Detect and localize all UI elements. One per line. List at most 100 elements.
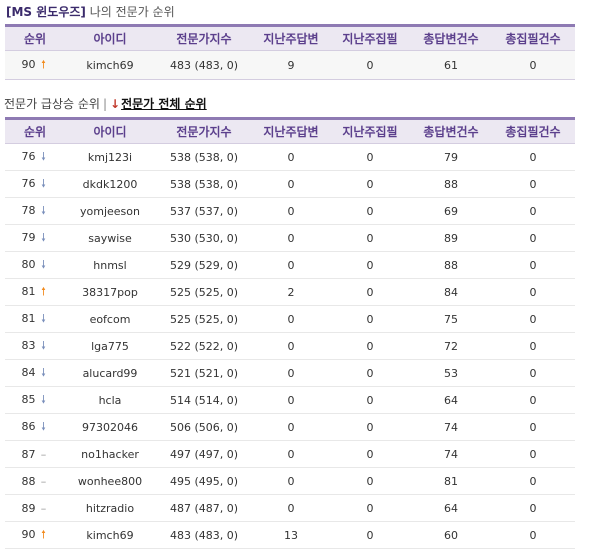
- column-header-id: 아이디: [65, 117, 155, 144]
- my-rank-table: 순위 아이디 전문가지수 지난주답변 지난주집필 총답변건수 총집필건수 90 🠕…: [5, 24, 575, 80]
- table-row: 78 🠗 yomjeeson 537 (537, 0) 0 0 69 0: [5, 197, 575, 225]
- index-cell: 483 (483, 0): [155, 521, 253, 549]
- user-id-link[interactable]: kimch69: [65, 50, 155, 80]
- total-answers-cell: 64: [411, 494, 491, 522]
- last-writings-cell: 0: [329, 50, 411, 80]
- last-answers-cell: 13: [253, 521, 329, 549]
- last-writings-cell: 0: [329, 170, 411, 198]
- last-answers-cell: 0: [253, 386, 329, 414]
- full-rank-table: 순위 아이디 전문가지수 지난주답변 지난주집필 총답변건수 총집필건수 76 🠗…: [5, 117, 575, 549]
- total-writings-cell: 0: [491, 494, 575, 522]
- rank-value: 84: [21, 365, 36, 379]
- last-answers-cell: 0: [253, 143, 329, 171]
- index-cell: 487 (487, 0): [155, 494, 253, 522]
- column-header-last-answers: 지난주답변: [253, 117, 329, 144]
- user-id-link[interactable]: saywise: [65, 224, 155, 252]
- rank-cell: 81 🠕: [5, 278, 65, 306]
- last-writings-cell: 0: [329, 305, 411, 333]
- user-id-link[interactable]: hitzradio: [65, 494, 155, 522]
- last-writings-cell: 0: [329, 494, 411, 522]
- user-id-link[interactable]: dkdk1200: [65, 170, 155, 198]
- last-answers-cell: 0: [253, 305, 329, 333]
- total-answers-cell: 75: [411, 305, 491, 333]
- total-writings-cell: 0: [491, 143, 575, 171]
- dash-icon: –: [40, 501, 47, 515]
- last-answers-cell: 0: [253, 251, 329, 279]
- user-id-link[interactable]: 38317pop: [65, 278, 155, 306]
- total-answers-cell: 79: [411, 143, 491, 171]
- table-row: 87– no1hacker 497 (497, 0) 0 0 74 0: [5, 440, 575, 468]
- rank-value: 90: [21, 527, 36, 541]
- user-id-link[interactable]: hnmsl: [65, 251, 155, 279]
- user-id-link[interactable]: no1hacker: [65, 440, 155, 468]
- rank-cell: 89–: [5, 494, 65, 522]
- total-writings-cell: 0: [491, 170, 575, 198]
- dash-icon: –: [40, 447, 47, 461]
- index-cell: 538 (538, 0): [155, 170, 253, 198]
- last-answers-cell: 0: [253, 224, 329, 252]
- index-cell: 521 (521, 0): [155, 359, 253, 387]
- total-answers-cell: 88: [411, 251, 491, 279]
- table-row: 81 🠕 38317pop 525 (525, 0) 2 0 84 0: [5, 278, 575, 306]
- index-cell: 525 (525, 0): [155, 305, 253, 333]
- last-writings-cell: 0: [329, 413, 411, 441]
- user-id-link[interactable]: 97302046: [65, 413, 155, 441]
- index-cell: 525 (525, 0): [155, 278, 253, 306]
- user-id-link[interactable]: wonhee800: [65, 467, 155, 495]
- table-row: 76 🠗 kmj123i 538 (538, 0) 0 0 79 0: [5, 143, 575, 171]
- column-header-index: 전문가지수: [155, 117, 253, 144]
- column-header-total-answers: 총답변건수: [411, 117, 491, 144]
- tab-separator: |: [102, 97, 107, 111]
- user-id-link[interactable]: lga775: [65, 332, 155, 360]
- last-writings-cell: 0: [329, 197, 411, 225]
- column-header-total-writings: 총집필건수: [491, 117, 575, 144]
- total-answers-cell: 61: [411, 50, 491, 80]
- total-writings-cell: 0: [491, 224, 575, 252]
- index-cell: 497 (497, 0): [155, 440, 253, 468]
- user-id-link[interactable]: yomjeeson: [65, 197, 155, 225]
- tab-full-ranking[interactable]: 전문가 전체 순위: [121, 97, 207, 111]
- table-row: 79 🠗 saywise 530 (530, 0) 0 0 89 0: [5, 224, 575, 252]
- rank-value: 88: [21, 474, 36, 488]
- total-answers-cell: 72: [411, 332, 491, 360]
- table-row: 86 🠗 97302046 506 (506, 0) 0 0 74 0: [5, 413, 575, 441]
- arrow-down-icon: 🠗: [41, 338, 46, 352]
- total-writings-cell: 0: [491, 278, 575, 306]
- user-id-link[interactable]: kmj123i: [65, 143, 155, 171]
- table-row: 89– hitzradio 487 (487, 0) 0 0 64 0: [5, 494, 575, 522]
- total-writings-cell: 0: [491, 440, 575, 468]
- user-id-link[interactable]: eofcom: [65, 305, 155, 333]
- total-answers-cell: 53: [411, 359, 491, 387]
- total-answers-cell: 88: [411, 170, 491, 198]
- table-row: 81 🠗 eofcom 525 (525, 0) 0 0 75 0: [5, 305, 575, 333]
- total-answers-cell: 74: [411, 413, 491, 441]
- last-answers-cell: 9: [253, 50, 329, 80]
- rank-value: 86: [21, 419, 36, 433]
- index-cell: 506 (506, 0): [155, 413, 253, 441]
- arrow-up-icon: 🠕: [41, 284, 46, 298]
- arrow-down-icon: 🠗: [41, 176, 46, 190]
- index-cell: 529 (529, 0): [155, 251, 253, 279]
- total-writings-cell: 0: [491, 386, 575, 414]
- user-id-link[interactable]: alucard99: [65, 359, 155, 387]
- total-writings-cell: 0: [491, 413, 575, 441]
- table-row: 88– wonhee800 495 (495, 0) 0 0 81 0: [5, 467, 575, 495]
- rank-value: 81: [21, 284, 36, 298]
- user-id-link[interactable]: kimch69: [65, 521, 155, 549]
- user-id-link[interactable]: hcla: [65, 386, 155, 414]
- total-answers-cell: 89: [411, 224, 491, 252]
- arrow-down-icon: 🠗: [41, 149, 46, 163]
- rank-table-body: 76 🠗 kmj123i 538 (538, 0) 0 0 79 0 76 🠗 dkdk1200 53…: [5, 143, 575, 549]
- index-cell: 483 (483, 0): [155, 50, 253, 80]
- rank-cell: 88–: [5, 467, 65, 495]
- rank-value: 87: [21, 447, 36, 461]
- last-answers-cell: 0: [253, 359, 329, 387]
- rank-cell: 80 🠗: [5, 251, 65, 279]
- total-writings-cell: 0: [491, 359, 575, 387]
- tab-rising-ranking[interactable]: 전문가 급상승 순위: [4, 97, 100, 111]
- last-answers-cell: 0: [253, 467, 329, 495]
- last-answers-cell: 0: [253, 413, 329, 441]
- last-answers-cell: 0: [253, 170, 329, 198]
- rank-cell: 78 🠗: [5, 197, 65, 225]
- rank-value: 83: [21, 338, 36, 352]
